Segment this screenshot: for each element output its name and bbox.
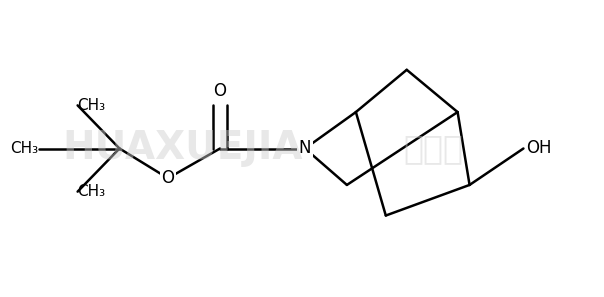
- Text: OH: OH: [527, 140, 552, 157]
- Text: O: O: [214, 82, 226, 100]
- Text: 化学加: 化学加: [403, 132, 464, 165]
- Text: HUAXUEJIA: HUAXUEJIA: [62, 129, 303, 168]
- Text: CH₃: CH₃: [11, 141, 39, 156]
- Text: CH₃: CH₃: [78, 98, 106, 113]
- Text: O: O: [161, 169, 175, 187]
- Text: N: N: [299, 140, 311, 157]
- Text: CH₃: CH₃: [78, 184, 106, 199]
